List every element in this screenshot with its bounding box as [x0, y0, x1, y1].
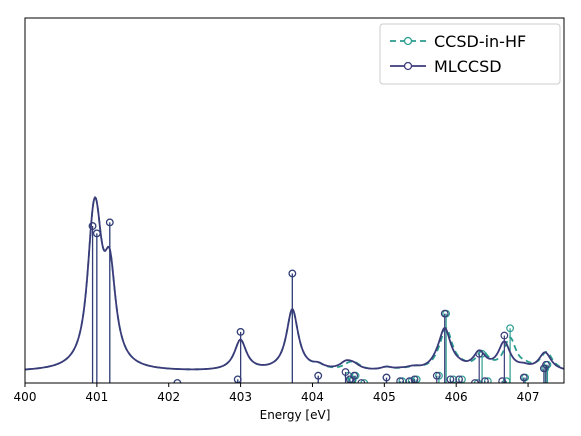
- plot-area: [24, 17, 565, 384]
- x-tick-label-3: 403: [229, 390, 252, 404]
- x-tick-label-6: 406: [445, 390, 468, 404]
- x-tick-label-5: 405: [373, 390, 396, 404]
- stick-marker-1-3: [173, 379, 182, 383]
- stick-marker-1-14: [405, 377, 414, 383]
- legend-label-ccsd-in-hf: CCSD-in-HF: [434, 32, 526, 51]
- stick-marker-1-7: [314, 371, 323, 380]
- stick-marker-1-17: [440, 309, 449, 318]
- stick-marker-1-10: [350, 371, 359, 380]
- stick-marker-1-11: [357, 379, 366, 383]
- legend-marker-ccsd-in-hf: [403, 36, 413, 46]
- stick-marker-1-5: [236, 328, 245, 336]
- stick-marker-1-16: [432, 371, 441, 380]
- stick-marker-1-6: [288, 269, 297, 278]
- stick-marker-0-24: [506, 324, 515, 333]
- curve-mlccsd: [25, 195, 564, 371]
- plot-frame: [24, 17, 565, 384]
- legend-box: [379, 23, 561, 85]
- stick-marker-1-0: [88, 222, 97, 230]
- x-tick-label-2: 402: [157, 390, 180, 404]
- series-mlccsd: [25, 195, 564, 383]
- x-axis-label: Energy [eV]: [260, 408, 331, 422]
- stick-marker-1-12: [382, 373, 391, 382]
- x-tick-label-7: 407: [517, 390, 540, 404]
- stick-marker-1-13: [396, 377, 405, 383]
- stick-marker-0-16: [435, 371, 443, 380]
- series-ccsd-in-hf: [25, 195, 564, 383]
- stick-marker-1-25: [519, 373, 528, 382]
- legend: CCSD-in-HF MLCCSD: [379, 23, 561, 85]
- stick-marker-1-27: [542, 360, 550, 369]
- stick-marker-1-23: [498, 377, 507, 383]
- legend-label-mlccsd: MLCCSD: [434, 57, 502, 76]
- stick-marker-1-22: [481, 377, 489, 383]
- stick-marker-1-24: [500, 331, 509, 340]
- curves: [25, 195, 564, 383]
- stick-marker-1-2: [105, 218, 114, 227]
- x-tick-label-1: 401: [85, 390, 108, 404]
- stick-marker-0-11: [360, 379, 369, 383]
- x-tick-label-4: 404: [301, 390, 324, 404]
- curve-ccsd-in-hf: [25, 195, 564, 371]
- stick-marker-1-8: [341, 368, 350, 376]
- x-tick-label-0: 400: [14, 390, 37, 404]
- legend-marker-mlccsd: [403, 61, 413, 71]
- stick-marker-1-20: [470, 379, 479, 383]
- x-axis: 400 401 402 403 404 405 406 407: [14, 383, 540, 404]
- stick-marker-0-20: [473, 379, 482, 383]
